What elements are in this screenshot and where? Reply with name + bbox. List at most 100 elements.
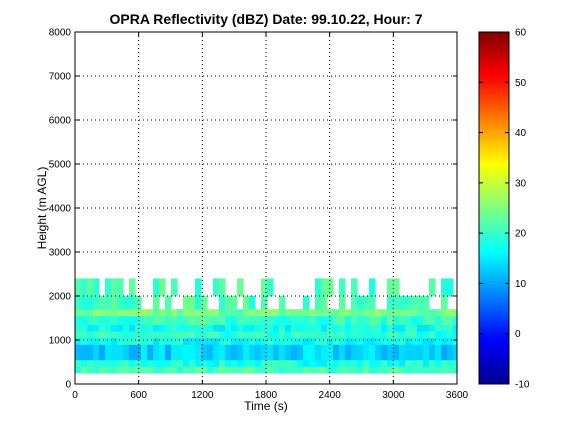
heatmap-cell bbox=[315, 331, 322, 339]
heatmap-cell bbox=[387, 278, 394, 297]
heatmap-cell bbox=[153, 331, 160, 339]
heatmap-cell bbox=[255, 344, 262, 361]
heatmap-cell bbox=[303, 324, 310, 332]
heatmap-cell bbox=[315, 278, 322, 297]
heatmap-cell bbox=[423, 337, 430, 345]
heatmap-cell bbox=[213, 278, 220, 297]
heatmap-cell bbox=[327, 278, 334, 297]
heatmap-cell bbox=[195, 359, 202, 367]
heatmap-cell bbox=[285, 309, 292, 317]
heatmap-cell bbox=[123, 296, 130, 310]
heatmap-cell bbox=[159, 337, 166, 345]
heatmap-cell bbox=[441, 324, 448, 332]
y-tick-label: 5000 bbox=[49, 160, 72, 171]
reflectivity-layer bbox=[75, 315, 457, 325]
heatmap-cell bbox=[81, 337, 88, 345]
heatmap-cell bbox=[369, 337, 376, 345]
heatmap-cell bbox=[285, 315, 292, 325]
heatmap-cell bbox=[99, 359, 106, 367]
heatmap-cell bbox=[435, 331, 442, 339]
heatmap-cell bbox=[81, 278, 88, 297]
heatmap-cell bbox=[75, 296, 82, 310]
heatmap-cell bbox=[405, 331, 412, 339]
heatmap-cell bbox=[249, 324, 256, 332]
heatmap-cell bbox=[375, 366, 382, 374]
heatmap-cell bbox=[351, 324, 358, 332]
heatmap-cell bbox=[141, 337, 148, 345]
heatmap-cell bbox=[99, 337, 106, 345]
heatmap-cell bbox=[153, 366, 160, 374]
heatmap-cell bbox=[411, 366, 418, 374]
heatmap-cell bbox=[159, 309, 166, 317]
heatmap-cell bbox=[405, 359, 412, 367]
heatmap-cell bbox=[213, 309, 220, 317]
heatmap-cell bbox=[453, 344, 457, 361]
heatmap-cell bbox=[117, 366, 124, 374]
heatmap-cell bbox=[207, 366, 214, 374]
heatmap-cell bbox=[189, 337, 196, 345]
heatmap-cell bbox=[423, 324, 430, 332]
heatmap-cell bbox=[87, 366, 94, 374]
heatmap-cell bbox=[75, 309, 82, 317]
heatmap-cell bbox=[447, 324, 454, 332]
heatmap-cell bbox=[393, 296, 400, 310]
x-axis-label: Time (s) bbox=[244, 399, 288, 413]
heatmap-cell bbox=[369, 366, 376, 374]
heatmap-cell bbox=[321, 324, 328, 332]
x-tick-label: 600 bbox=[130, 390, 147, 401]
reflectivity-layer bbox=[75, 296, 448, 310]
heatmap-cell bbox=[201, 366, 208, 374]
heatmap-cell bbox=[411, 331, 418, 339]
heatmap-cell bbox=[345, 309, 352, 317]
heatmap-cell bbox=[117, 278, 124, 297]
heatmap-cell bbox=[279, 359, 286, 367]
heatmap-cell bbox=[387, 324, 394, 332]
heatmap-cell bbox=[201, 296, 208, 310]
heatmap-cell bbox=[369, 315, 376, 325]
heatmap-cell bbox=[447, 366, 454, 374]
heatmap-cell bbox=[399, 359, 406, 367]
heatmap-cell bbox=[81, 359, 88, 367]
colorbar-tick-label: 60 bbox=[515, 28, 527, 39]
heatmap-cell bbox=[153, 337, 160, 345]
heatmap-cell bbox=[75, 359, 82, 367]
heatmap-cell bbox=[351, 337, 358, 345]
heatmap-cell bbox=[147, 331, 154, 339]
heatmap-cell bbox=[105, 366, 112, 374]
heatmap-cell bbox=[123, 359, 130, 367]
heatmap-cell bbox=[387, 344, 394, 361]
heatmap-cell bbox=[339, 337, 346, 345]
heatmap-cell bbox=[309, 366, 316, 374]
heatmap-cell bbox=[273, 315, 280, 325]
heatmap-cell bbox=[321, 366, 328, 374]
heatmap-cell bbox=[435, 344, 442, 361]
heatmap-cell bbox=[237, 309, 244, 317]
heatmap-cell bbox=[231, 324, 238, 332]
heatmap-cell bbox=[123, 337, 130, 345]
heatmap-cell bbox=[339, 278, 346, 297]
heatmap-cell bbox=[429, 344, 436, 361]
x-tick-label: 3600 bbox=[446, 390, 469, 401]
heatmap-cell bbox=[81, 309, 88, 317]
heatmap-cell bbox=[219, 315, 226, 325]
heatmap-cell bbox=[447, 344, 454, 361]
heatmap-cell bbox=[123, 366, 130, 374]
y-tick-label: 3000 bbox=[49, 248, 72, 259]
heatmap-cell bbox=[147, 324, 154, 332]
heatmap-cell bbox=[207, 344, 214, 361]
heatmap-cell bbox=[423, 331, 430, 339]
heatmap-cell bbox=[339, 315, 346, 325]
heatmap-cell bbox=[321, 296, 328, 310]
heatmap-cell bbox=[225, 315, 232, 325]
heatmap-cell bbox=[333, 309, 340, 317]
heatmap-cell bbox=[207, 331, 214, 339]
heatmap-cell bbox=[363, 309, 370, 317]
heatmap-cell bbox=[195, 366, 202, 374]
heatmap-cell bbox=[105, 315, 112, 325]
y-tick-label: 2000 bbox=[49, 292, 72, 303]
heatmap-cell bbox=[315, 366, 322, 374]
heatmap-cell bbox=[339, 324, 346, 332]
heatmap-cell bbox=[93, 366, 100, 374]
heatmap-cell bbox=[117, 337, 124, 345]
heatmap-cell bbox=[165, 337, 172, 345]
